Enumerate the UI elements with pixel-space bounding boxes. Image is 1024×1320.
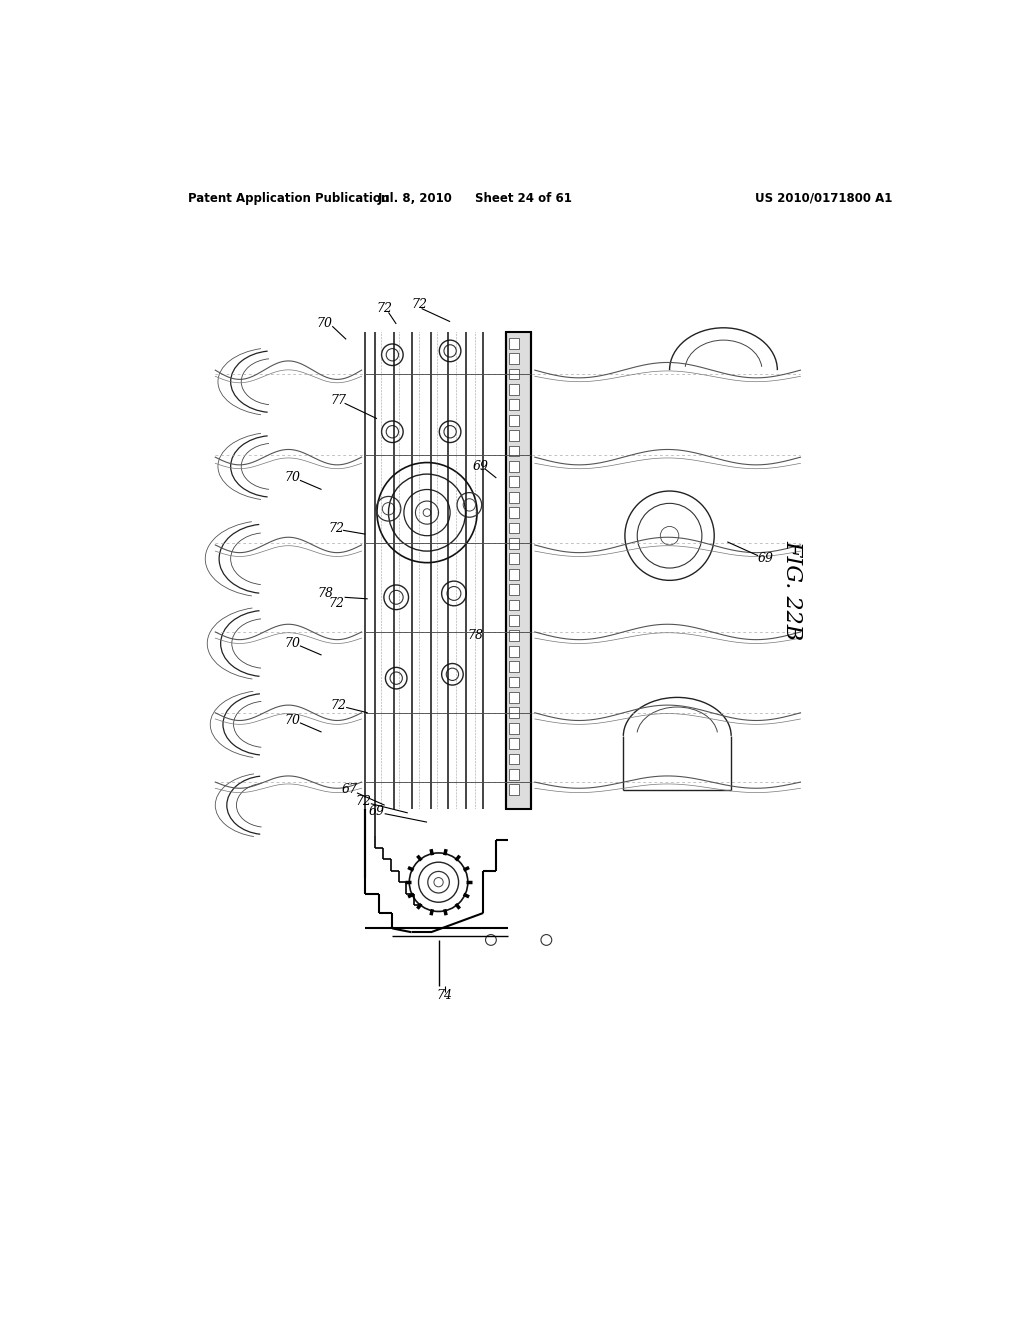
Bar <box>509 645 518 656</box>
Text: 69: 69 <box>369 805 385 818</box>
Bar <box>506 331 531 809</box>
Bar <box>509 723 518 734</box>
Bar <box>509 539 518 549</box>
Bar <box>509 738 518 748</box>
Bar <box>509 338 518 348</box>
Text: 72: 72 <box>355 795 371 808</box>
Text: Patent Application Publication: Patent Application Publication <box>188 191 389 205</box>
Text: 72: 72 <box>331 698 346 711</box>
Bar <box>509 569 518 579</box>
Text: 72: 72 <box>377 302 392 315</box>
Text: 78: 78 <box>317 587 334 601</box>
Bar <box>509 446 518 457</box>
Text: 69: 69 <box>758 552 774 565</box>
Text: 70: 70 <box>316 317 333 330</box>
Bar <box>509 507 518 517</box>
Bar <box>509 677 518 688</box>
Bar <box>509 661 518 672</box>
Bar <box>509 492 518 503</box>
Bar <box>509 523 518 533</box>
Bar <box>509 430 518 441</box>
Bar <box>509 784 518 795</box>
Bar <box>509 754 518 764</box>
Text: 77: 77 <box>331 395 346 408</box>
Bar <box>509 400 518 411</box>
Text: 74: 74 <box>436 989 453 1002</box>
Bar <box>509 553 518 564</box>
Bar <box>509 615 518 626</box>
Text: Sheet 24 of 61: Sheet 24 of 61 <box>475 191 571 205</box>
Bar <box>509 692 518 702</box>
Text: FIG. 22B: FIG. 22B <box>781 540 804 640</box>
Bar <box>509 354 518 364</box>
Bar <box>509 368 518 379</box>
Text: 67: 67 <box>342 783 358 796</box>
Text: 72: 72 <box>412 298 427 312</box>
Text: 72: 72 <box>328 521 344 535</box>
Text: 78: 78 <box>468 630 483 643</box>
Bar <box>509 585 518 595</box>
Bar <box>509 631 518 642</box>
Text: 70: 70 <box>285 714 300 727</box>
Bar <box>509 708 518 718</box>
Bar <box>509 599 518 610</box>
Bar <box>509 477 518 487</box>
Bar <box>509 461 518 471</box>
Text: 70: 70 <box>285 471 300 484</box>
Text: 70: 70 <box>285 638 300 649</box>
Text: 69: 69 <box>473 459 488 473</box>
Text: Jul. 8, 2010: Jul. 8, 2010 <box>378 191 453 205</box>
Bar <box>509 414 518 425</box>
Bar <box>509 770 518 780</box>
Text: US 2010/0171800 A1: US 2010/0171800 A1 <box>755 191 892 205</box>
Bar <box>509 384 518 395</box>
Text: 72: 72 <box>329 597 345 610</box>
